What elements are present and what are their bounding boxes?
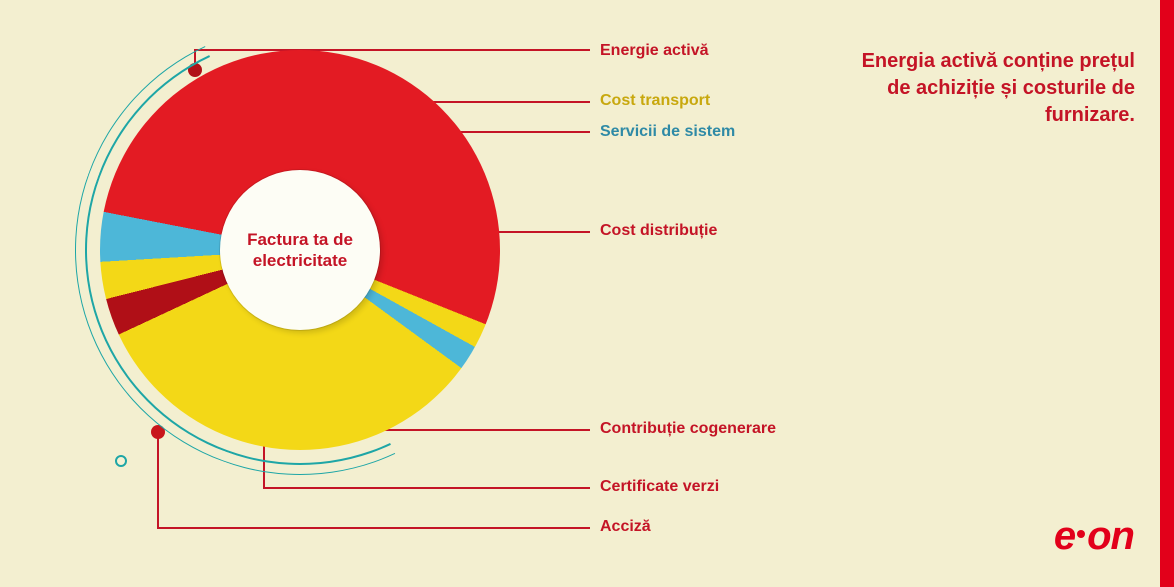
slice-label: Cost transport <box>600 92 710 110</box>
slice-label: Cost distribuție <box>600 222 717 240</box>
slice-label: Contribuție cogenerare <box>600 420 776 438</box>
slice-label: Acciză <box>600 518 651 536</box>
accent-bar <box>1160 0 1174 587</box>
description-text: Energia activă conține prețul de achiziț… <box>855 48 1135 129</box>
brand-dot-icon <box>1077 530 1085 538</box>
slice-label: Certificate verzi <box>600 478 719 496</box>
brand-e: e <box>1054 514 1075 558</box>
decorative-ring-icon <box>115 455 127 467</box>
pie-chart: Factura ta de electricitate <box>100 50 500 450</box>
brand-logo: eon <box>1054 514 1134 559</box>
slice-label: Energie activă <box>600 42 709 60</box>
brand-on: on <box>1087 514 1134 558</box>
slice-label: Servicii de sistem <box>600 123 735 141</box>
